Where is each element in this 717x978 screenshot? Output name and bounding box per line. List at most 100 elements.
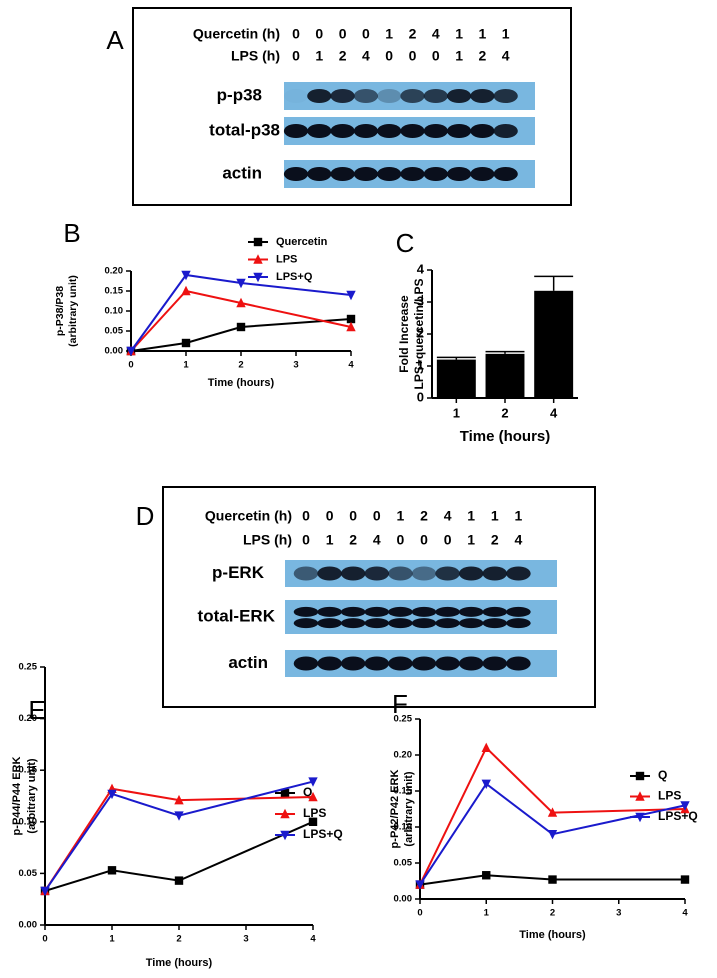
blot-band <box>340 606 366 617</box>
header-value: 1 <box>455 48 463 64</box>
marker <box>40 886 50 897</box>
header-value: 0 <box>373 508 381 524</box>
blot-band <box>493 124 518 138</box>
legend-label: LPS <box>658 789 681 803</box>
marker <box>346 314 356 324</box>
blot-band <box>400 124 425 138</box>
blot-band <box>493 89 518 103</box>
header-value: 0 <box>362 26 370 42</box>
header-value: 0 <box>420 532 428 548</box>
x-tick-label: 0 <box>417 908 422 919</box>
blot-band <box>482 656 508 671</box>
series-line <box>419 874 685 886</box>
marker <box>482 871 491 880</box>
blot-band <box>317 566 342 581</box>
blot-band <box>330 89 355 103</box>
blot-band <box>482 606 508 617</box>
blot-band <box>482 566 508 581</box>
marker <box>481 742 491 752</box>
header-value: 1 <box>455 26 463 42</box>
legend-label: Quercetin <box>276 236 328 248</box>
header-value: 2 <box>339 48 347 64</box>
header-value: 0 <box>326 508 334 524</box>
header-value: 0 <box>339 26 347 42</box>
panel-label: A <box>106 25 124 55</box>
header-value: 0 <box>432 48 440 64</box>
x-tick-label: 4 <box>348 360 354 371</box>
header-value: 0 <box>409 48 417 64</box>
header-label: LPS (h) <box>231 48 280 64</box>
y-tick-label: 2 <box>417 325 424 340</box>
marker <box>280 788 290 798</box>
blot-band <box>307 167 332 181</box>
blot-strip <box>285 600 557 634</box>
marker <box>280 808 290 819</box>
y-tick-label: 0.20 <box>394 750 413 761</box>
blot-band <box>400 89 425 103</box>
y-tick-label: 4 <box>417 261 425 276</box>
y-tick-label: 3 <box>417 293 424 308</box>
header-value: 0 <box>302 508 310 524</box>
blot-band <box>435 606 460 617</box>
series-line <box>44 820 314 892</box>
blot-band <box>340 618 366 629</box>
x-tick-label: 4 <box>310 934 316 945</box>
blot-band <box>364 606 390 617</box>
header-value: 4 <box>432 26 440 42</box>
blot-band <box>340 656 366 671</box>
marker <box>181 270 191 281</box>
blot-band <box>458 656 484 671</box>
blot-band <box>388 618 413 629</box>
marker <box>547 807 558 817</box>
blot-band <box>411 606 437 617</box>
header-value: 1 <box>491 508 499 524</box>
header-value: 1 <box>397 508 405 524</box>
legend-label: LPS <box>303 806 326 820</box>
x-tick-label: 1 <box>453 405 460 420</box>
blot-band <box>353 124 379 138</box>
blot-band <box>340 566 366 581</box>
marker <box>481 779 491 789</box>
blot-band <box>330 167 355 181</box>
y-tick-label: 0.00 <box>105 346 124 357</box>
header-value: 4 <box>502 48 510 64</box>
header-value: 1 <box>502 26 510 42</box>
header-value: 0 <box>385 48 393 64</box>
panel-label: E <box>28 695 45 725</box>
blot-band <box>353 89 379 103</box>
header-value: 1 <box>315 48 323 64</box>
header-value: 0 <box>444 532 452 548</box>
y-tick-label: 0.05 <box>105 326 124 337</box>
blot-band <box>364 618 390 629</box>
blot-band <box>317 618 342 629</box>
blot-band <box>284 89 308 103</box>
blot-band <box>364 566 390 581</box>
blot-band <box>435 618 460 629</box>
y-tick-label: 0.10 <box>105 306 124 317</box>
blot-band <box>317 606 342 617</box>
legend-label: LPS+Q <box>658 809 698 823</box>
marker <box>635 812 645 823</box>
y-tick-label: 0.15 <box>105 286 124 297</box>
blot-band <box>470 124 495 138</box>
x-tick-label: 0 <box>128 360 133 371</box>
y-tick-label: 0.15 <box>19 765 38 776</box>
x-axis-label: Time (hours) <box>519 929 586 941</box>
y-tick-label: 0.05 <box>394 858 413 869</box>
x-tick-label: 1 <box>183 360 189 371</box>
header-value: 1 <box>385 26 393 42</box>
y-axis-label: (arbitrary unit) <box>26 758 38 834</box>
panel-label: B <box>63 218 80 248</box>
y-tick-label: 0.10 <box>19 816 38 827</box>
header-value: 0 <box>302 532 310 548</box>
y-tick-label: 0.25 <box>19 662 38 673</box>
blot-band <box>293 606 319 617</box>
marker <box>547 830 558 840</box>
marker <box>635 771 645 781</box>
blot-band <box>364 656 390 671</box>
header-value: 1 <box>515 508 523 524</box>
header-value: 2 <box>420 508 428 524</box>
series-line <box>44 780 314 892</box>
marker <box>548 875 557 884</box>
